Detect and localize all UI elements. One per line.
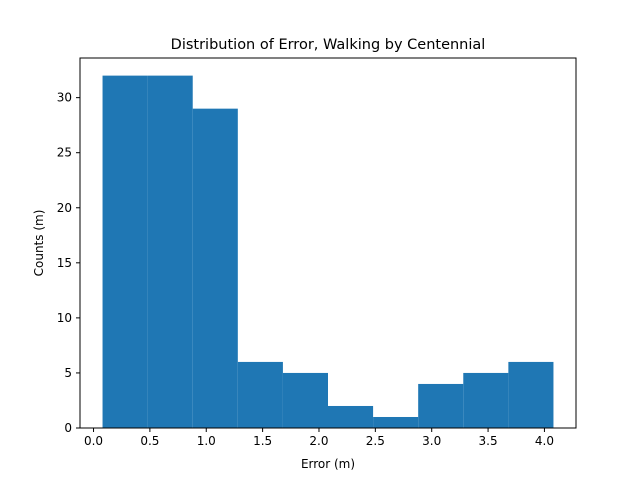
- y-tick-label-6: 30: [57, 91, 72, 105]
- y-axis-label: Counts (m): [32, 210, 46, 277]
- x-tick-label-3: 1.5: [253, 434, 272, 448]
- x-tick-label-0: 0.0: [84, 434, 103, 448]
- histogram-bar-7: [418, 383, 464, 428]
- x-tick-label-8: 4.0: [535, 434, 554, 448]
- histogram-bar-9: [508, 361, 554, 428]
- x-tick-label-5: 2.5: [366, 434, 385, 448]
- bars-group: [102, 75, 554, 429]
- y-tick-label-0: 0: [64, 421, 72, 435]
- y-tick-label-2: 10: [57, 311, 72, 325]
- y-tick-label-1: 5: [64, 366, 72, 380]
- chart-title: Distribution of Error, Walking by Centen…: [171, 37, 486, 53]
- x-tick-label-4: 2.0: [309, 434, 328, 448]
- histogram-bar-3: [237, 361, 283, 428]
- histogram-bar-1: [147, 75, 193, 428]
- x-axis-label: Error (m): [301, 457, 355, 471]
- y-axis-ticks: 0 5 10 15 20 25 30: [57, 91, 80, 435]
- histogram-bar-6: [373, 416, 419, 428]
- y-tick-label-5: 25: [57, 146, 72, 160]
- y-tick-label-3: 15: [57, 256, 72, 270]
- x-axis-ticks: 0.0 0.5 1.0 1.5 2.0 2.5 3.0 3.5 4.0: [84, 428, 554, 448]
- histogram-bar-4: [282, 372, 328, 428]
- x-tick-label-7: 3.5: [479, 434, 498, 448]
- histogram-bar-8: [463, 372, 509, 428]
- y-tick-label-4: 20: [57, 201, 72, 215]
- histogram-bar-0: [102, 75, 148, 428]
- plot-area-frame: [79, 57, 577, 429]
- histogram-bar-5: [328, 405, 374, 428]
- x-tick-label-6: 3.0: [422, 434, 441, 448]
- x-tick-label-1: 0.5: [140, 434, 159, 448]
- histogram-bar-2: [192, 108, 238, 429]
- x-tick-label-2: 1.0: [197, 434, 216, 448]
